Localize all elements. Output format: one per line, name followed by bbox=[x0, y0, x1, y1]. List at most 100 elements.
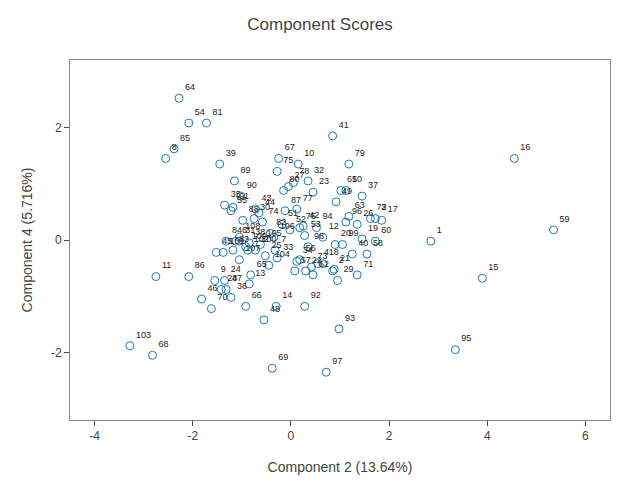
svg-text:59: 59 bbox=[560, 214, 570, 224]
svg-text:77: 77 bbox=[303, 193, 313, 203]
svg-text:101: 101 bbox=[229, 236, 244, 246]
svg-text:74: 74 bbox=[268, 206, 278, 216]
svg-text:98: 98 bbox=[314, 231, 324, 241]
svg-text:30: 30 bbox=[260, 202, 270, 212]
svg-text:104: 104 bbox=[275, 249, 290, 259]
svg-text:60: 60 bbox=[381, 225, 391, 235]
svg-text:62: 62 bbox=[319, 259, 329, 269]
svg-text:22: 22 bbox=[312, 255, 322, 265]
svg-text:83: 83 bbox=[239, 234, 249, 244]
svg-text:51: 51 bbox=[288, 208, 298, 218]
svg-text:65: 65 bbox=[257, 259, 267, 269]
svg-text:50: 50 bbox=[352, 174, 362, 184]
svg-text:33: 33 bbox=[283, 242, 293, 252]
svg-text:96: 96 bbox=[352, 206, 362, 216]
svg-text:8: 8 bbox=[172, 142, 177, 152]
svg-text:86: 86 bbox=[195, 260, 205, 270]
svg-text:4: 4 bbox=[484, 429, 491, 443]
svg-text:43: 43 bbox=[262, 193, 272, 203]
svg-text:32: 32 bbox=[314, 165, 324, 175]
svg-text:68: 68 bbox=[158, 339, 168, 349]
svg-text:45: 45 bbox=[222, 236, 232, 246]
svg-text:6: 6 bbox=[242, 225, 247, 235]
svg-text:39: 39 bbox=[226, 148, 236, 158]
svg-text:10: 10 bbox=[304, 148, 314, 158]
svg-text:1: 1 bbox=[437, 225, 442, 235]
svg-text:81: 81 bbox=[212, 107, 222, 117]
svg-text:57: 57 bbox=[301, 255, 311, 265]
svg-text:23: 23 bbox=[319, 176, 329, 186]
svg-text:7: 7 bbox=[281, 234, 286, 244]
svg-text:4: 4 bbox=[324, 247, 329, 257]
svg-text:40: 40 bbox=[358, 238, 368, 248]
svg-text:-2: -2 bbox=[187, 429, 198, 443]
svg-text:53: 53 bbox=[311, 219, 321, 229]
svg-text:47: 47 bbox=[232, 273, 242, 283]
svg-text:90: 90 bbox=[247, 180, 257, 190]
svg-text:66: 66 bbox=[252, 290, 262, 300]
svg-text:16: 16 bbox=[520, 142, 530, 152]
svg-text:67: 67 bbox=[285, 142, 295, 152]
svg-text:99: 99 bbox=[348, 228, 358, 238]
svg-text:89: 89 bbox=[240, 165, 250, 175]
svg-text:6: 6 bbox=[582, 429, 589, 443]
svg-text:58: 58 bbox=[373, 238, 383, 248]
svg-text:79: 79 bbox=[355, 148, 365, 158]
svg-text:91: 91 bbox=[239, 191, 249, 201]
svg-text:54: 54 bbox=[195, 107, 205, 117]
svg-text:78: 78 bbox=[299, 166, 309, 176]
svg-text:72: 72 bbox=[376, 202, 386, 212]
svg-text:-4: -4 bbox=[89, 429, 100, 443]
svg-text:94: 94 bbox=[322, 211, 332, 221]
svg-text:3: 3 bbox=[381, 202, 386, 212]
svg-text:18: 18 bbox=[329, 247, 339, 257]
svg-text:24: 24 bbox=[231, 264, 241, 274]
svg-text:64: 64 bbox=[185, 82, 195, 92]
svg-text:44: 44 bbox=[265, 197, 275, 207]
svg-text:49: 49 bbox=[342, 186, 352, 196]
svg-text:13: 13 bbox=[255, 268, 265, 278]
svg-text:0: 0 bbox=[288, 429, 295, 443]
svg-text:2: 2 bbox=[55, 121, 62, 135]
svg-text:35: 35 bbox=[231, 189, 241, 199]
svg-text:84: 84 bbox=[232, 225, 242, 235]
svg-text:0: 0 bbox=[55, 233, 62, 247]
svg-text:31: 31 bbox=[245, 225, 255, 235]
svg-text:80: 80 bbox=[290, 174, 300, 184]
svg-text:26: 26 bbox=[363, 208, 373, 218]
svg-text:52: 52 bbox=[296, 214, 306, 224]
svg-text:109: 109 bbox=[252, 231, 267, 241]
svg-text:2: 2 bbox=[386, 429, 393, 443]
svg-text:46: 46 bbox=[208, 283, 218, 293]
svg-text:48: 48 bbox=[270, 304, 280, 314]
svg-text:87: 87 bbox=[291, 195, 301, 205]
svg-text:19: 19 bbox=[368, 223, 378, 233]
svg-text:27: 27 bbox=[294, 170, 304, 180]
svg-text:73: 73 bbox=[318, 251, 328, 261]
svg-text:14: 14 bbox=[282, 290, 292, 300]
svg-text:37: 37 bbox=[368, 180, 378, 190]
svg-text:42: 42 bbox=[309, 210, 319, 220]
svg-text:55: 55 bbox=[237, 195, 247, 205]
svg-text:69: 69 bbox=[278, 352, 288, 362]
svg-text:103: 103 bbox=[136, 330, 151, 340]
svg-text:95: 95 bbox=[461, 333, 471, 343]
svg-text:20: 20 bbox=[341, 228, 351, 238]
svg-text:12: 12 bbox=[329, 221, 339, 231]
svg-text:Component 4 (5.716%): Component 4 (5.716%) bbox=[19, 168, 35, 313]
svg-text:76: 76 bbox=[306, 211, 316, 221]
svg-text:34: 34 bbox=[303, 245, 313, 255]
svg-text:70: 70 bbox=[217, 292, 227, 302]
svg-text:100: 100 bbox=[262, 234, 277, 244]
svg-text:2: 2 bbox=[339, 255, 344, 265]
svg-text:9: 9 bbox=[221, 264, 226, 274]
svg-text:82: 82 bbox=[276, 217, 286, 227]
svg-text:-2: -2 bbox=[51, 346, 62, 360]
svg-text:71: 71 bbox=[363, 259, 373, 269]
svg-text:61: 61 bbox=[347, 174, 357, 184]
svg-text:105: 105 bbox=[266, 228, 281, 238]
svg-text:Component 2 (13.64%): Component 2 (13.64%) bbox=[268, 459, 413, 475]
svg-text:25: 25 bbox=[271, 240, 281, 250]
svg-text:36: 36 bbox=[237, 281, 247, 291]
svg-text:93: 93 bbox=[345, 313, 355, 323]
